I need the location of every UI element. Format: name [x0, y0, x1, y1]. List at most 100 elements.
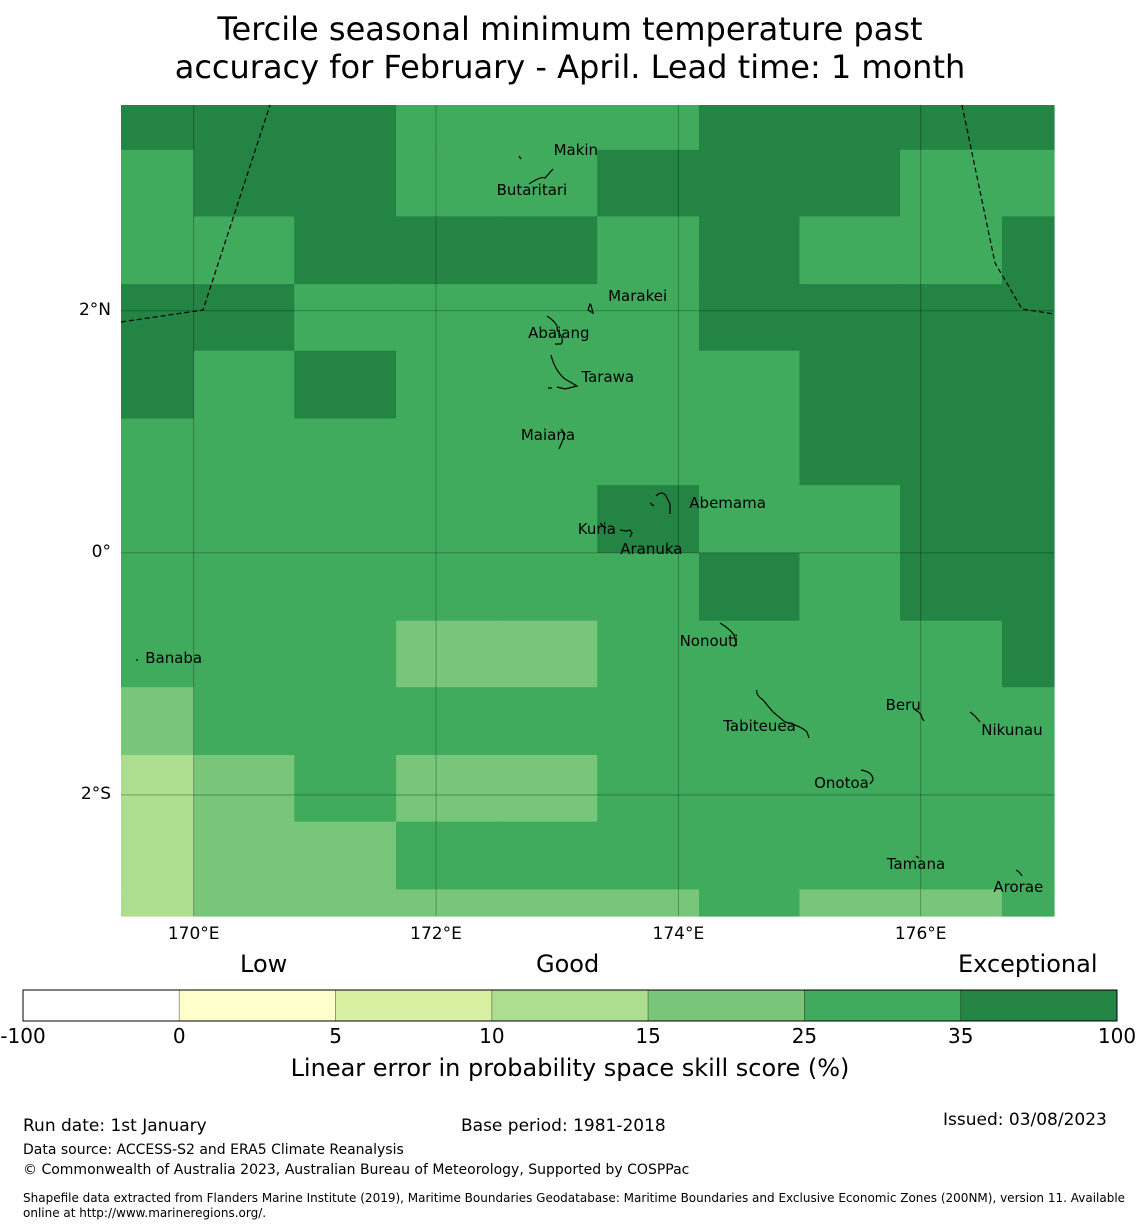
issued-date: Issued: 03/08/2023	[943, 1110, 1107, 1130]
grid-cell	[294, 418, 397, 486]
map-title: Tercile seasonal minimum temperature pas…	[0, 10, 1140, 86]
tarawa-outline	[548, 354, 579, 390]
grid-cell	[900, 687, 1003, 756]
grid-cell	[396, 889, 498, 917]
grid-cell	[1001, 149, 1055, 217]
grid-cell	[496, 821, 598, 890]
grid-cell	[193, 485, 295, 554]
grid-cell	[193, 552, 295, 622]
grid-cell	[496, 284, 598, 352]
grid-cell	[1001, 552, 1055, 622]
grid-cell	[597, 552, 700, 622]
grid-cell	[396, 284, 498, 352]
colorbar-swatch	[647, 989, 805, 1022]
grid-cell	[699, 149, 801, 217]
grid-cell	[1001, 485, 1055, 554]
grid-cell	[396, 821, 498, 890]
colorbar-swatch	[960, 989, 1118, 1022]
grid-cell	[294, 105, 397, 151]
grid-cell	[699, 755, 801, 823]
grid-cell	[900, 620, 1003, 688]
place-label: Butaritari	[496, 180, 568, 199]
grid-cell	[396, 687, 498, 756]
run-date: Run date: 1st January	[23, 1116, 207, 1136]
eez-line-east	[961, 104, 1055, 315]
grid-cell	[900, 105, 1003, 151]
grid-cell	[294, 889, 397, 917]
base-period: Base period: 1981-2018	[461, 1116, 666, 1136]
grid-cell	[900, 216, 1003, 285]
grid-cell	[396, 552, 498, 622]
lat-lon-gridlines	[121, 105, 1054, 916]
grid-cell	[597, 105, 700, 151]
grid-cell	[496, 889, 598, 917]
grid-cell	[799, 755, 901, 823]
grid-cell	[699, 485, 801, 554]
grid-cell	[900, 889, 1003, 917]
category-good: Good	[536, 950, 600, 978]
nonouti-outline	[719, 622, 737, 648]
makin-outline	[518, 155, 522, 160]
tabiteuea-outline	[756, 689, 810, 739]
grid-cell	[1001, 418, 1055, 486]
abaiang-outline	[546, 315, 563, 345]
lon-tick-label: 172°E	[410, 924, 462, 944]
onotoa-outline	[860, 769, 874, 785]
grid-cell	[121, 149, 195, 217]
data-source: Data source: ACCESS-S2 and ERA5 Climate …	[23, 1142, 404, 1158]
grid-cell	[1001, 821, 1055, 890]
shapefile-credit: Shapefile data extracted from Flanders M…	[23, 1191, 1126, 1220]
colorbar-tick-label: 15	[635, 1024, 661, 1048]
grid-cell	[799, 687, 901, 756]
category-exceptional: Exceptional	[958, 950, 1098, 978]
grid-cell	[294, 620, 397, 688]
kuria-outline	[599, 522, 607, 529]
title-line-1: Tercile seasonal minimum temperature pas…	[217, 10, 923, 48]
grid-cell	[597, 755, 700, 823]
grid-cell	[294, 552, 397, 622]
grid-cell	[193, 350, 295, 420]
colorbar-tick-label: 5	[329, 1024, 342, 1048]
grid-cell	[799, 418, 901, 486]
grid-cell	[699, 105, 801, 151]
grid-cell	[699, 284, 801, 352]
grid-cell	[193, 216, 295, 285]
grid-cell	[597, 485, 700, 554]
place-label: Abemama	[689, 494, 766, 513]
grid-cell	[900, 821, 1003, 890]
grid-cell	[597, 418, 700, 486]
grid-cell	[193, 418, 295, 486]
grid-cell	[496, 485, 598, 554]
eez-line-west	[120, 104, 271, 323]
grid-cell	[396, 418, 498, 486]
colorbar-label: Linear error in probability space skill …	[290, 1054, 850, 1082]
grid-cell	[699, 350, 801, 420]
place-label: Onotoa	[814, 773, 869, 792]
place-label: Beru	[885, 696, 921, 715]
nikunau-outline	[969, 711, 981, 723]
copyright: © Commonwealth of Australia 2023, Austra…	[23, 1162, 690, 1178]
grid-cell	[496, 620, 598, 688]
place-label: Banaba	[145, 649, 203, 668]
grid-cell	[121, 350, 195, 420]
grid-cell	[396, 216, 498, 285]
place-label: Maiana	[520, 426, 576, 445]
place-label: Tabiteuea	[723, 716, 796, 735]
island-outlines	[136, 155, 1023, 877]
grid-cell	[294, 485, 397, 554]
grid-cell	[799, 889, 901, 917]
grid-cell	[396, 149, 498, 217]
grid-cell	[396, 105, 498, 151]
grid-cell	[294, 284, 397, 352]
grid-cell	[121, 105, 195, 151]
grid-cell	[396, 755, 498, 823]
colorbar-tick-label: 0	[172, 1024, 186, 1048]
tamana-outline	[915, 855, 920, 859]
place-label: Makin	[553, 140, 599, 159]
grid-cell	[1001, 105, 1055, 151]
place-label: Abaiang	[528, 323, 590, 342]
colorbar-frame	[22, 989, 1118, 1022]
eez-boundary	[120, 104, 1055, 323]
grid-cell	[799, 552, 901, 622]
grid-cell	[900, 350, 1003, 420]
